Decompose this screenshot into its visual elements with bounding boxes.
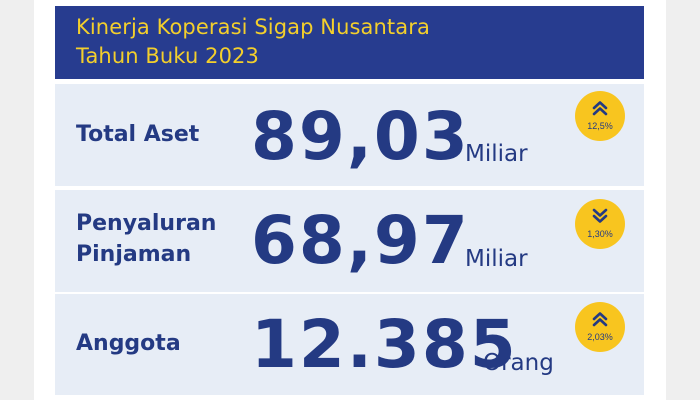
metric-value: 68,97: [251, 202, 470, 279]
metric-unit: Miliar: [465, 141, 528, 167]
trend-badge: 1,30%: [575, 199, 625, 249]
header-title-line1: Kinerja Koperasi Sigap Nusantara: [76, 15, 430, 39]
metric-value: 12.385: [251, 306, 518, 383]
double-chevron-down-icon: [592, 208, 608, 223]
trend-percent: 1,30%: [587, 229, 613, 239]
trend-percent: 2,03%: [587, 332, 613, 342]
metric-card-total-aset: Total Aset 89,03 Miliar 12,5%: [55, 84, 644, 186]
metric-value: 89,03: [251, 98, 470, 175]
metric-label-line1: Penyaluran: [76, 211, 217, 236]
metric-label-line2: Pinjaman: [76, 242, 192, 267]
header-title-line2: Tahun Buku 2023: [76, 44, 259, 68]
metric-unit: Miliar: [465, 246, 528, 272]
double-chevron-up-icon: [592, 312, 608, 327]
double-chevron-up-icon: [592, 101, 608, 116]
metric-card-penyaluran-pinjaman: Penyaluran Pinjaman 68,97 Miliar 1,30%: [55, 190, 644, 292]
metric-label: Total Aset: [76, 122, 200, 147]
report-header: Kinerja Koperasi Sigap Nusantara Tahun B…: [55, 6, 644, 79]
metric-card-anggota: Anggota 12.385 Orang 2,03%: [55, 294, 644, 395]
trend-percent: 12,5%: [587, 121, 613, 131]
metric-label: Anggota: [76, 331, 181, 356]
trend-badge: 2,03%: [575, 302, 625, 352]
trend-badge: 12,5%: [575, 91, 625, 141]
metric-unit: Orang: [483, 350, 554, 376]
